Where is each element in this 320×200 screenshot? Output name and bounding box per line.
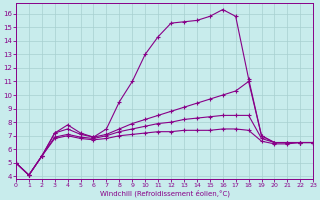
X-axis label: Windchill (Refroidissement éolien,°C): Windchill (Refroidissement éolien,°C) [100,190,229,197]
